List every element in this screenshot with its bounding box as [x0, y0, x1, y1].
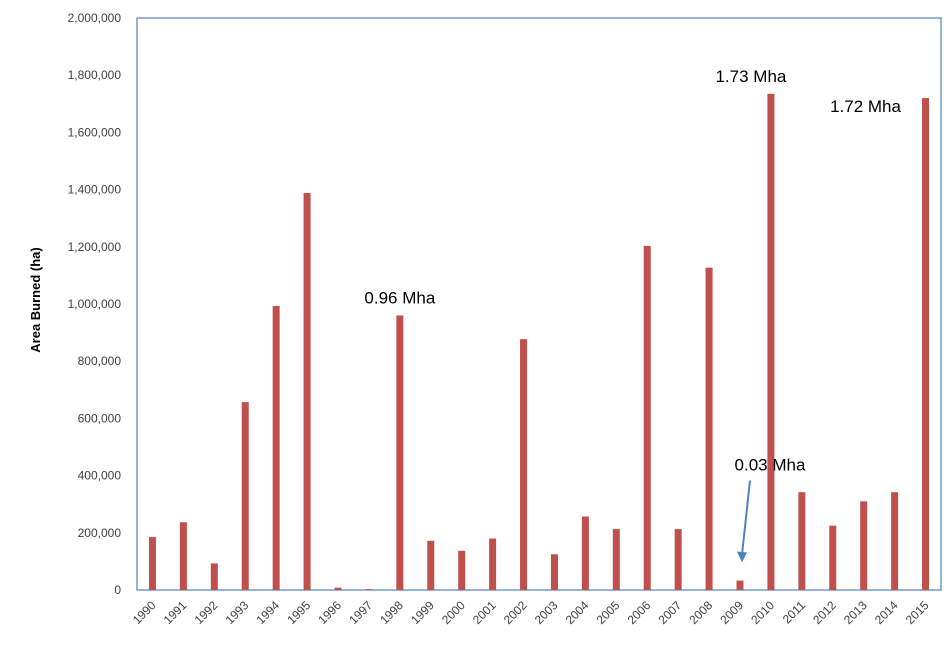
- y-tick-label: 200,000: [78, 526, 122, 540]
- bar-2010: [767, 93, 775, 590]
- plot-area-border: [136, 17, 942, 591]
- y-tick-label: 800,000: [78, 354, 122, 368]
- x-tick-label: 1993: [223, 598, 252, 627]
- y-tick-label: 400,000: [78, 469, 122, 483]
- bar-1999: [427, 540, 435, 590]
- x-tick-label: 2004: [563, 598, 592, 627]
- bar-2008: [705, 267, 713, 590]
- bar-2013: [860, 501, 868, 590]
- x-tick-label: 2014: [872, 598, 901, 627]
- bar-2000: [458, 550, 466, 590]
- bar-1997: [365, 589, 373, 590]
- y-tick-label: 600,000: [78, 411, 122, 425]
- bar-2003: [550, 554, 558, 590]
- y-axis-ticks: 0 200,000 400,000 600,000 800,000 1,000,000 1,…: [68, 11, 122, 597]
- annotation-label: 1.73 Mha: [715, 67, 786, 86]
- x-tick-label: 2015: [903, 598, 932, 627]
- x-tick-label: 2006: [625, 598, 654, 627]
- x-tick-label: 1999: [408, 598, 437, 627]
- x-tick-label: 1991: [161, 598, 190, 627]
- bar-2009: [736, 580, 744, 590]
- x-tick-label: 1992: [192, 598, 221, 627]
- y-tick-label: 0: [114, 583, 121, 597]
- bar-2011: [798, 492, 806, 590]
- annotation-label: 0.03 Mha: [735, 456, 806, 475]
- bar-2005: [612, 529, 620, 590]
- x-tick-label: 2012: [810, 598, 839, 627]
- x-tick-label: 2011: [780, 598, 808, 626]
- bar-1990: [148, 537, 156, 590]
- x-tick-label: 1995: [284, 598, 313, 627]
- x-tick-label: 2009: [717, 598, 746, 627]
- bar-2015: [922, 98, 930, 590]
- y-tick-label: 1,800,000: [68, 68, 122, 82]
- annotations: 0.96 Mha 1.73 Mha 1.72 Mha 0.03 Mha: [364, 67, 902, 563]
- bar-1996: [334, 587, 342, 590]
- y-axis-label: Area Burned (ha): [28, 247, 43, 352]
- bar-1991: [179, 522, 187, 590]
- x-tick-label: 2008: [686, 598, 715, 627]
- x-tick-label: 2002: [501, 598, 530, 627]
- y-tick-label: 2,000,000: [68, 11, 122, 25]
- bar-2006: [643, 245, 651, 590]
- y-tick-label: 1,400,000: [68, 183, 122, 197]
- x-tick-label: 1990: [130, 598, 159, 627]
- bar-1994: [272, 306, 280, 590]
- x-tick-label: 2013: [841, 598, 870, 627]
- x-tick-label: 2001: [470, 598, 499, 627]
- x-tick-label: 2005: [594, 598, 623, 627]
- annotation-arrowhead: [737, 551, 747, 563]
- x-axis-ticks: 1990 1991 1992 1993 1994 1995 1996 1997 1998 1999…: [130, 598, 932, 627]
- x-tick-label: 1996: [315, 598, 344, 627]
- x-tick-label: 2010: [748, 598, 777, 627]
- x-tick-label: 1997: [346, 598, 375, 627]
- bar-1995: [303, 193, 311, 591]
- x-tick-label: 1998: [377, 598, 406, 627]
- x-tick-label: 2007: [655, 598, 684, 627]
- annotation-arrow: [741, 480, 751, 555]
- bar-1998: [396, 315, 404, 590]
- x-tick-label: 1994: [253, 598, 282, 627]
- y-tick-label: 1,600,000: [68, 125, 122, 139]
- x-tick-label: 2003: [532, 598, 561, 627]
- bar-2004: [581, 516, 589, 590]
- bar-2014: [891, 492, 899, 590]
- bar-2001: [489, 538, 497, 590]
- bar-1993: [241, 402, 249, 590]
- bar-2002: [520, 339, 528, 590]
- bar-2007: [674, 529, 682, 590]
- bar-1992: [210, 563, 218, 590]
- annotation-label: 1.72 Mha: [830, 97, 901, 116]
- bar-2012: [829, 525, 837, 590]
- y-tick-label: 1,200,000: [68, 240, 122, 254]
- x-tick-label: 2000: [439, 598, 468, 627]
- y-tick-label: 1,000,000: [68, 297, 122, 311]
- bars: [148, 93, 930, 591]
- annotation-label: 0.96 Mha: [364, 288, 435, 307]
